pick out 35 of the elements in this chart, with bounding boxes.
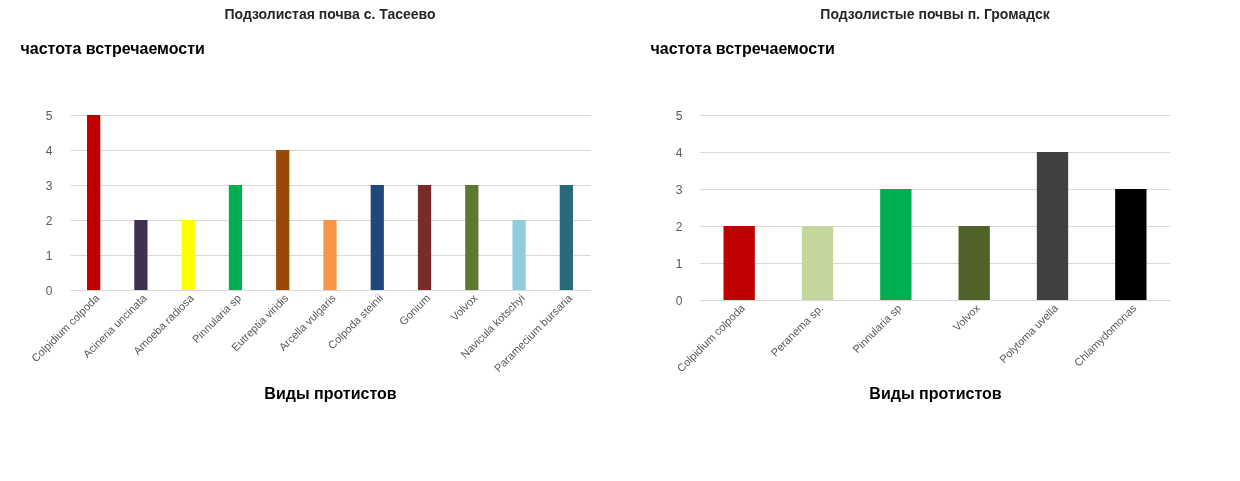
y-tick-label: 1 <box>45 248 53 263</box>
y-tick-label: 4 <box>45 143 53 158</box>
y-tick-label: 3 <box>45 178 53 193</box>
y-tick-label: 0 <box>675 293 683 308</box>
y-tick-label: 4 <box>675 145 683 160</box>
bar <box>228 185 243 290</box>
y-axis-title: частота встречаемости <box>20 39 205 57</box>
bar <box>134 220 148 290</box>
y-tick-label: 0 <box>45 283 53 298</box>
bar <box>723 226 755 300</box>
y-tick-label: 5 <box>675 108 683 123</box>
bar <box>1036 152 1069 300</box>
x-axis-title: Виды протистов <box>264 385 397 403</box>
bar <box>370 185 384 290</box>
y-tick-label: 2 <box>675 219 683 234</box>
y-axis-title: частота встречаемости <box>650 39 835 57</box>
bar <box>512 220 526 290</box>
y-tick-label: 3 <box>675 182 683 197</box>
x-axis-title: Виды протистов <box>869 385 1002 403</box>
bar <box>958 226 990 300</box>
bar <box>87 115 101 290</box>
bar <box>181 220 195 290</box>
bar <box>323 220 337 290</box>
bar <box>559 185 573 290</box>
bar <box>1115 189 1147 300</box>
chart-title: Подзолистые почвы п. Громадск <box>820 6 1051 22</box>
bar <box>880 189 912 300</box>
y-tick-label: 1 <box>675 256 683 271</box>
y-tick-label: 2 <box>45 213 53 228</box>
bar <box>465 185 479 290</box>
bar <box>276 150 290 290</box>
y-tick-label: 5 <box>45 108 53 123</box>
bar <box>417 185 432 290</box>
chart-title: Подзолистая почва с. Тасеево <box>224 6 436 22</box>
bar <box>801 226 834 300</box>
